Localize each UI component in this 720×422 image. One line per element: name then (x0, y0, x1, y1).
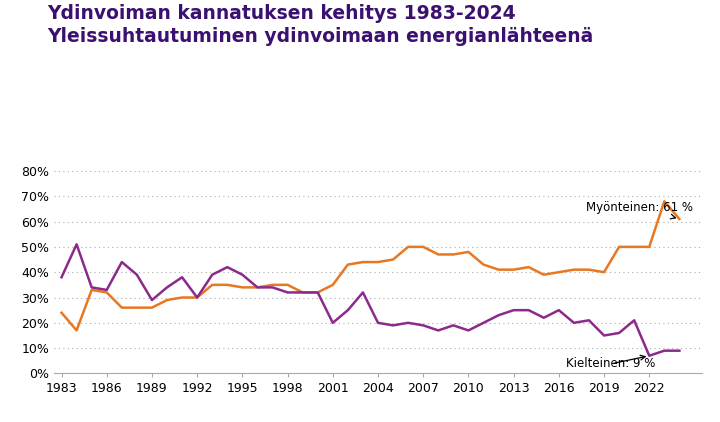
Text: Ydinvoiman kannatuksen kehitys 1983-2024
Yleissuhtautuminen ydinvoimaan energian: Ydinvoiman kannatuksen kehitys 1983-2024… (47, 4, 593, 46)
Text: Kielteinen: 9 %: Kielteinen: 9 % (567, 355, 656, 371)
Text: Myönteinen: 61 %: Myönteinen: 61 % (586, 201, 693, 219)
